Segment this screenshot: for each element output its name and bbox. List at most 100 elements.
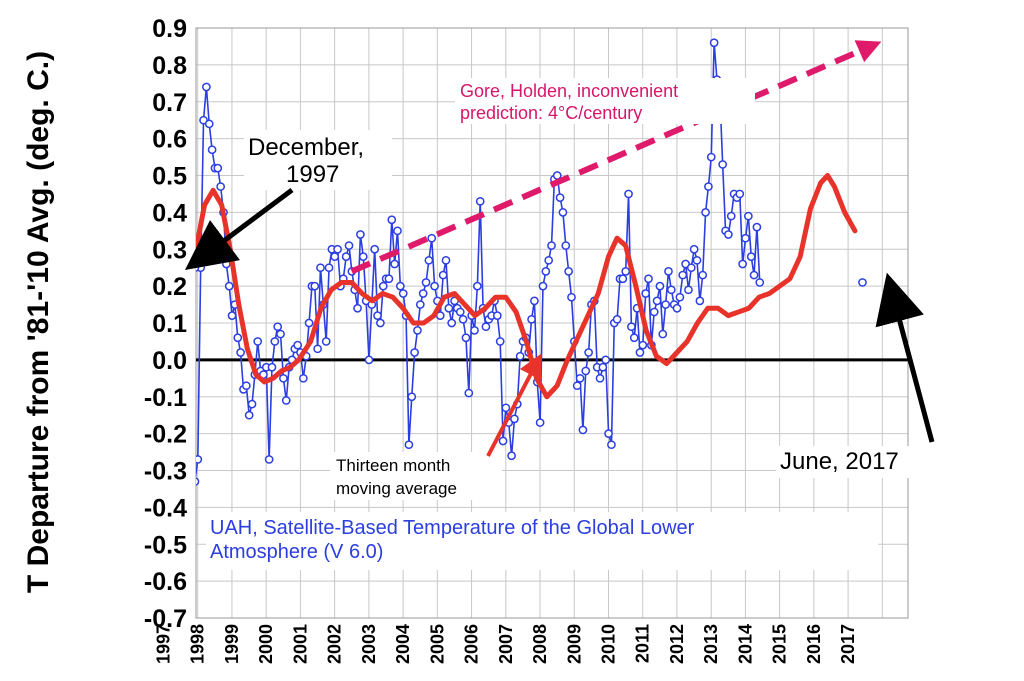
monthly-point — [746, 252, 756, 261]
y-tick-label: 0.7 — [152, 89, 187, 117]
source-label-bg — [206, 512, 878, 570]
monthly-point — [415, 300, 425, 309]
june-arrow — [875, 272, 935, 443]
y-tick-label: -0.7 — [144, 605, 187, 633]
monthly-point — [666, 285, 676, 295]
monthly-point — [510, 414, 519, 424]
monthly-point — [507, 451, 516, 461]
monthly-point — [196, 455, 203, 464]
june-label-bg — [776, 446, 946, 478]
monthly-point — [752, 222, 762, 232]
monthly-point — [279, 373, 288, 383]
monthly-point — [621, 267, 631, 276]
monthly-point — [612, 314, 622, 324]
monthly-point — [356, 230, 365, 239]
monthly-point — [473, 281, 482, 291]
monthly-point — [726, 211, 736, 221]
monthly-point — [538, 281, 548, 291]
x-tick-label: 2008 — [530, 624, 550, 664]
y-tick-label: 0.1 — [152, 310, 187, 338]
monthly-point — [595, 373, 605, 383]
x-tick-label: 2000 — [256, 624, 276, 664]
monthly-point — [735, 189, 745, 199]
monthly-point — [444, 303, 454, 313]
monthly-point — [581, 366, 591, 376]
monthly-point — [641, 289, 651, 298]
monthly-point — [344, 241, 354, 250]
x-tick-label: 2015 — [770, 624, 790, 664]
monthly-point — [675, 292, 685, 302]
monthly-point — [441, 255, 451, 265]
monthly-point — [253, 337, 263, 346]
x-tick-label: 2002 — [325, 624, 345, 664]
monthly-point — [299, 373, 308, 383]
monthly-point — [224, 281, 234, 291]
monthly-point — [447, 318, 457, 328]
monthly-point — [475, 196, 485, 206]
monthly-point — [404, 440, 414, 450]
monthly-point — [664, 267, 673, 276]
monthly-point — [390, 259, 399, 269]
x-tick-label: 1997 — [153, 624, 173, 664]
monthly-point — [607, 440, 616, 450]
monthly-point — [527, 314, 536, 324]
y-tick-label: 0.4 — [152, 199, 187, 227]
monthly-point — [247, 399, 257, 409]
monthly-point — [216, 182, 225, 191]
monthly-point — [498, 436, 508, 446]
monthly-point — [438, 270, 448, 280]
monthly-point — [233, 333, 243, 343]
monthly-point — [649, 307, 659, 317]
moving-average-label-line1: Thirteen month — [336, 456, 450, 475]
monthly-point — [270, 337, 280, 346]
monthly-point — [316, 263, 325, 273]
monthly-point — [410, 348, 419, 357]
monthly-point — [564, 267, 573, 276]
monthly-point — [222, 259, 231, 269]
monthly-point — [635, 348, 645, 357]
monthly-point — [495, 337, 505, 346]
x-tick-label: 2016 — [804, 624, 824, 664]
monthly-point — [578, 425, 588, 435]
y-axis-ticks: 0.9 0.8 0.7 0.6 0.5 0.4 0.3 0.2 0.1 0.0 -0.1 -0.2 -0… — [144, 15, 187, 633]
monthly-point — [353, 303, 362, 313]
monthly-point — [555, 193, 565, 202]
monthly-point — [743, 211, 753, 221]
monthly-point — [572, 381, 582, 391]
y-tick-label: -0.4 — [144, 494, 187, 522]
monthly-point — [418, 289, 428, 298]
monthly-point — [387, 215, 397, 225]
monthly-point — [741, 233, 750, 243]
monthly-point — [461, 333, 471, 343]
x-tick-label: 2014 — [735, 624, 755, 664]
monthly-point — [530, 296, 539, 306]
monthly-point — [749, 270, 759, 280]
monthly-point — [672, 303, 682, 313]
monthly-point — [706, 152, 716, 162]
december-label-line2: 1997 — [286, 161, 339, 188]
monthly-point — [413, 326, 422, 335]
monthly-point — [718, 160, 728, 169]
x-tick-label: 2006 — [462, 624, 482, 664]
monthly-point — [236, 348, 245, 357]
monthly-point — [333, 244, 342, 254]
y-tick-label: -0.3 — [144, 458, 187, 486]
x-tick-label: 1999 — [222, 624, 242, 664]
monthly-point — [373, 311, 382, 320]
prediction-label-line1: Gore, Holden, inconvenient — [460, 81, 678, 101]
monthly-point — [638, 340, 648, 350]
highlighted-point — [858, 278, 867, 287]
monthly-point — [378, 281, 388, 291]
monthly-point — [370, 244, 380, 254]
monthly-point — [458, 314, 468, 324]
moving-average-line — [196, 173, 858, 400]
monthly-point — [695, 296, 705, 306]
monthly-point — [398, 289, 408, 298]
x-tick-label: 2010 — [598, 624, 618, 664]
prediction-arrow — [350, 40, 882, 275]
x-tick-label: 2013 — [701, 624, 721, 664]
monthly-point — [561, 241, 571, 250]
monthly-point — [393, 226, 402, 236]
monthly-point — [470, 326, 479, 335]
monthly-point — [567, 292, 576, 302]
